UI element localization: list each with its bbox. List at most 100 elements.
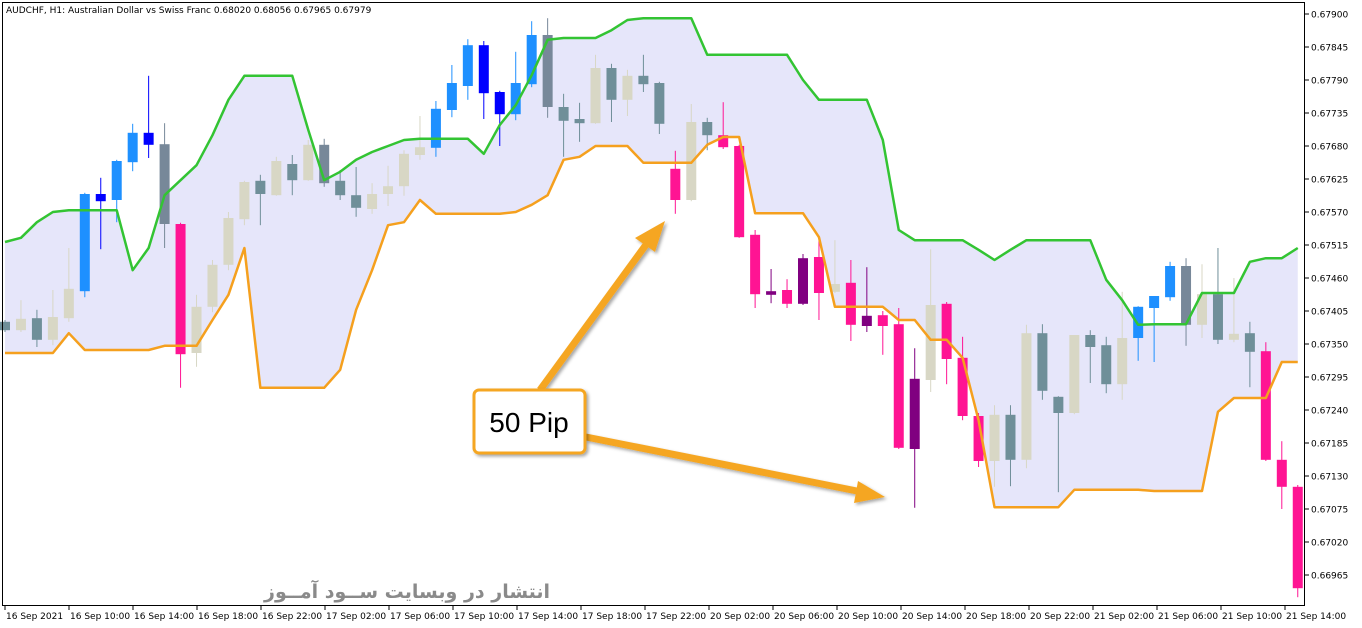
candle-body [159, 144, 170, 224]
candle [462, 39, 473, 100]
candle [223, 212, 234, 271]
candle [287, 155, 298, 196]
candle-body [670, 168, 681, 200]
candle-body [143, 132, 154, 145]
candle-body [15, 318, 26, 331]
candle [383, 165, 394, 206]
candle-body [79, 194, 90, 292]
candle-body [383, 186, 394, 194]
callout-box [472, 388, 587, 455]
candle [941, 302, 952, 385]
candle [1149, 296, 1160, 362]
candle [15, 300, 26, 332]
candle [79, 192, 90, 298]
candle-body [1197, 294, 1207, 325]
x-tick-label: 16 Sep 14:00 [134, 612, 194, 622]
candle [782, 279, 793, 308]
candle [590, 54, 601, 124]
candle-body [111, 161, 122, 200]
candle [558, 93, 569, 157]
candle [47, 290, 58, 346]
x-tick-label: 17 Sep 02:00 [326, 612, 386, 622]
candle [1069, 335, 1080, 415]
candle [430, 101, 441, 157]
candle [239, 180, 250, 226]
candle [175, 222, 186, 388]
candle [1260, 342, 1271, 461]
y-tick-label: 0.67075 [1311, 506, 1348, 516]
candle-body [925, 305, 936, 380]
x-tick-label: 21 Sep 10:00 [1222, 612, 1282, 622]
candle-body [446, 83, 457, 110]
y-tick-label: 0.67185 [1311, 440, 1348, 450]
candle-body [622, 75, 633, 100]
y-tick-label: 0.67845 [1311, 44, 1348, 54]
y-tick-label: 0.67790 [1311, 77, 1348, 87]
candle-body [239, 182, 250, 220]
candle [271, 156, 282, 196]
candle-body [590, 68, 601, 124]
plot-frame [2, 2, 1305, 606]
candle-body [1244, 333, 1255, 352]
candle-body [957, 357, 968, 416]
candle [670, 150, 681, 214]
candle-body [255, 180, 266, 194]
candle-body [175, 224, 186, 355]
candle-body [813, 257, 824, 293]
pip-callout [472, 388, 587, 455]
candle-body [494, 92, 505, 115]
candle-body [893, 324, 904, 448]
candle [829, 240, 840, 293]
arrowhead-right-icon [854, 481, 885, 503]
x-tick-label: 16 Sep 18:00 [198, 612, 258, 622]
candle-body [31, 318, 42, 340]
y-tick-label: 0.67295 [1311, 374, 1348, 384]
channel-band [5, 18, 1298, 508]
candle [1021, 324, 1032, 469]
candle-body [303, 144, 314, 181]
candle [1181, 258, 1192, 346]
candle-body [478, 45, 489, 94]
callout-label: 50 Pip [489, 407, 568, 438]
candle-body [1276, 459, 1287, 487]
candle-body [861, 315, 872, 326]
x-tick-label: 17 Sep 14:00 [518, 612, 578, 622]
candle-body [798, 258, 808, 304]
candle-body [367, 194, 378, 209]
arrow-right [585, 433, 863, 496]
candle [1117, 291, 1128, 400]
candle [989, 405, 1000, 487]
candle-body [766, 291, 777, 295]
x-tick-label: 20 Sep 02:00 [710, 612, 770, 622]
x-tick-label: 21 Sep 02:00 [1094, 612, 1154, 622]
candle-body [702, 122, 713, 136]
candle [1276, 441, 1287, 509]
candle [367, 183, 378, 214]
watermark: انتشار در وبسایت ســود آمــوز [263, 579, 550, 603]
candle [1037, 324, 1048, 400]
x-tick-label: 20 Sep 10:00 [838, 612, 898, 622]
candle-body [191, 306, 202, 353]
x-tick-label: 17 Sep 18:00 [582, 612, 642, 622]
candle [335, 170, 346, 200]
lower-band-line [5, 135, 1298, 509]
candle-body [654, 83, 665, 124]
candle [494, 90, 505, 146]
candle-body [782, 290, 793, 304]
candle-body [287, 164, 298, 181]
candle-body [1228, 333, 1239, 340]
candle-body [0, 321, 10, 331]
y-tick-label: 0.67130 [1311, 473, 1348, 483]
candle [877, 311, 888, 355]
candle-body [414, 147, 425, 155]
chart-title: AUDCHF, H1: Australian Dollar vs Swiss F… [6, 6, 372, 16]
band-fill [5, 18, 1298, 508]
candle [813, 240, 824, 320]
candle-body [1101, 345, 1112, 385]
candle [159, 123, 170, 248]
candle-body [1117, 338, 1128, 385]
candle [255, 174, 266, 226]
candle [1101, 336, 1112, 394]
candle [734, 144, 745, 238]
